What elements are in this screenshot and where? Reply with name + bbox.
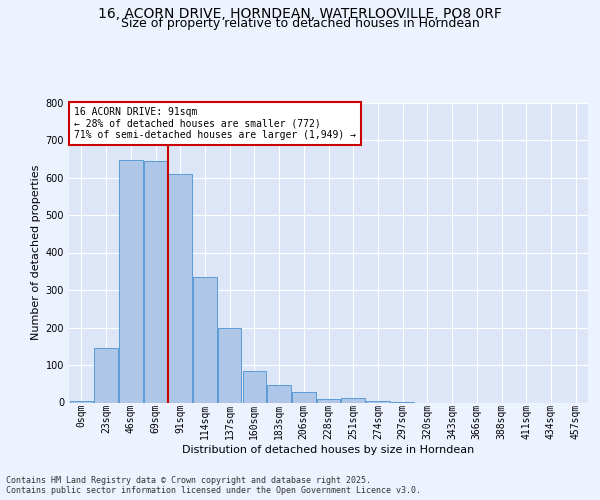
- Text: 16 ACORN DRIVE: 91sqm
← 28% of detached houses are smaller (772)
71% of semi-det: 16 ACORN DRIVE: 91sqm ← 28% of detached …: [74, 107, 356, 140]
- Y-axis label: Number of detached properties: Number of detached properties: [31, 165, 41, 340]
- Bar: [94, 348, 118, 403]
- Text: Size of property relative to detached houses in Horndean: Size of property relative to detached ho…: [121, 18, 479, 30]
- Bar: [242, 372, 266, 402]
- Bar: [144, 162, 167, 402]
- Text: Contains HM Land Registry data © Crown copyright and database right 2025.
Contai: Contains HM Land Registry data © Crown c…: [6, 476, 421, 495]
- Bar: [341, 398, 365, 402]
- Bar: [218, 328, 241, 402]
- Bar: [119, 160, 143, 402]
- Bar: [292, 392, 316, 402]
- Bar: [366, 400, 389, 402]
- Bar: [268, 385, 291, 402]
- Bar: [70, 400, 93, 402]
- Bar: [193, 277, 217, 402]
- X-axis label: Distribution of detached houses by size in Horndean: Distribution of detached houses by size …: [182, 444, 475, 454]
- Text: 16, ACORN DRIVE, HORNDEAN, WATERLOOVILLE, PO8 0RF: 16, ACORN DRIVE, HORNDEAN, WATERLOOVILLE…: [98, 8, 502, 22]
- Bar: [169, 174, 192, 402]
- Bar: [317, 399, 340, 402]
